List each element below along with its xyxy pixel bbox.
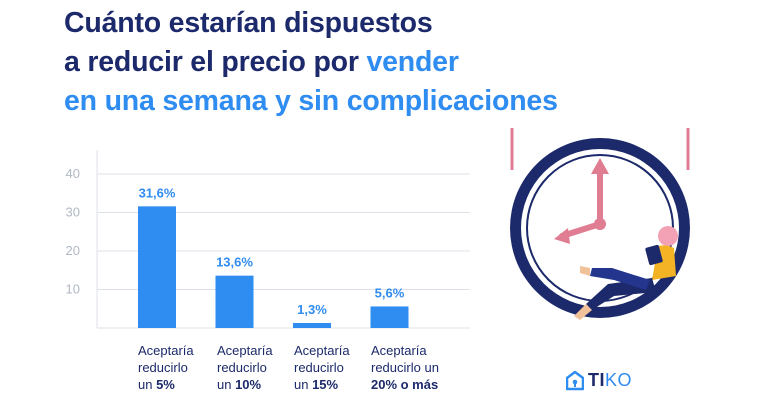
y-tick-label-20: 20 [66,243,80,258]
y-tick-label-30: 30 [66,205,80,220]
title-line-1: Cuánto estarían dispuestos [64,7,433,39]
clock-center [594,218,606,230]
page-title: Cuánto estarían dispuestos a reducir el … [64,4,704,121]
house-shield-icon [566,370,584,390]
hour-hand-tip [554,228,570,244]
y-tick-label-10: 10 [66,282,80,297]
category-label-10: Aceptaría reducirlo un 10% [217,343,273,392]
category-label-15: Aceptaría reducirlo un 15% [294,343,350,392]
brand-name: TIKO [588,370,633,390]
title-line-3: en una semana y sin complicaciones [64,85,558,117]
bar-value-label-3: 1,3% [297,302,327,317]
bar-4 [370,306,409,328]
title-line-2-dark: a reducir el precio por [64,46,367,78]
clock-illustration [510,128,690,320]
minute-hand-tip [591,158,609,174]
bar-value-label-4: 5,6% [375,285,405,300]
title-line-2: a reducir el precio por vender [64,43,704,82]
bar-value-label-2: 13,6% [216,255,253,270]
bar-chart: 10 20 30 40 31,6% 13,6% 1,3% 5,6% [66,150,470,329]
brand-logo: TIKO [566,370,632,391]
bar-value-label-1: 31,6% [139,185,176,200]
person-reading [574,226,678,320]
title-line-2-blue: vender [366,46,459,78]
bar-1 [138,206,176,328]
category-label-20: Aceptaría reducirlo un 20% o más [371,343,439,392]
bar-2 [215,275,254,328]
y-tick-label-40: 40 [66,166,80,181]
category-label-5: Aceptaría reducirlo un 5% [138,343,194,392]
bar-3 [293,322,331,328]
